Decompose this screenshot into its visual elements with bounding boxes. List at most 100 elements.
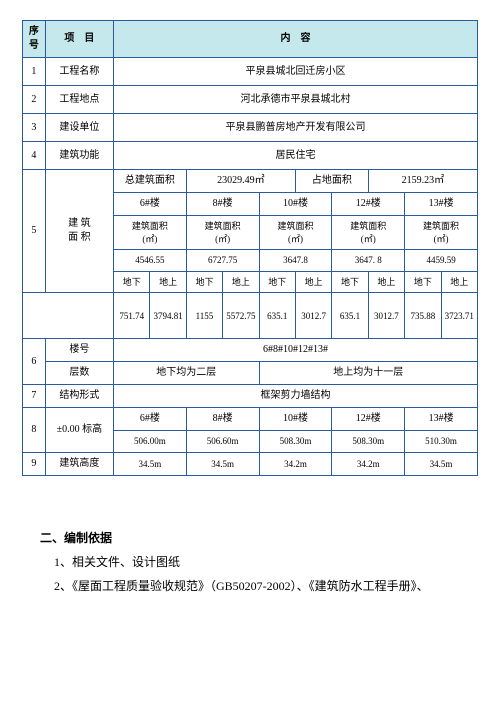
ag-val-12: 3012.7 xyxy=(368,293,404,339)
bldg-8: 8#楼 xyxy=(186,193,259,216)
total-area-label: 总建筑面积 xyxy=(114,170,187,193)
ug-val-12: 635.1 xyxy=(332,293,368,339)
table-header: 序号 项 目 内 容 xyxy=(23,21,478,58)
header-content: 内 容 xyxy=(114,21,478,58)
floor-count-label: 层数 xyxy=(45,362,113,385)
area-label-12: 建筑面积 (㎡) xyxy=(332,216,405,250)
row-ug-ag-values: 751.74 3794.81 1155 5572.75 635.1 3012.7… xyxy=(23,293,478,339)
row-function: 4 建筑功能 居民住宅 xyxy=(23,142,478,170)
floor-ug-desc: 地下均为二层 xyxy=(114,362,260,385)
seq-3: 3 xyxy=(23,114,46,142)
ag-val-10: 3012.7 xyxy=(295,293,331,339)
area-8: 6727.75 xyxy=(186,250,259,272)
seq-9: 9 xyxy=(23,452,46,475)
footer-line1: 1、相关文件、设计图纸 xyxy=(40,550,478,574)
floor-ag-desc: 地上均为十一层 xyxy=(259,362,477,385)
row-elev-bldgs: 8 ±0.00 标高 6#楼 8#楼 10#楼 12#楼 13#楼 xyxy=(23,408,478,431)
ug-val-10: 635.1 xyxy=(259,293,295,339)
floor-num-value: 6#8#10#12#13# xyxy=(114,339,478,362)
footer-section: 二、编制依据 1、相关文件、设计图纸 2、《屋面工程质量验收规范》（GB5020… xyxy=(22,526,478,598)
row-builder: 3 建设单位 平泉县鹏普房地产开发有限公司 xyxy=(23,114,478,142)
bldg-6: 6#楼 xyxy=(114,193,187,216)
row-floor-num: 6 楼号 6#8#10#12#13# xyxy=(23,339,478,362)
seq-1: 1 xyxy=(23,58,46,86)
ag-val-8: 5572.75 xyxy=(223,293,259,339)
seq-5: 5 xyxy=(23,170,46,293)
ag-val-13: 3723.71 xyxy=(441,293,477,339)
header-seq: 序号 xyxy=(23,21,46,58)
footer-line2: 2、《屋面工程质量验收规范》（GB50207-2002）、《建筑防水工程手册》、 xyxy=(40,574,478,598)
elev-6: 506.00m xyxy=(114,431,187,453)
item-7: 结构形式 xyxy=(45,385,113,408)
bldg-10: 10#楼 xyxy=(259,193,332,216)
row-project-name: 1 工程名称 平泉县城北回迁房小区 xyxy=(23,58,478,86)
spec-table: 序号 项 目 内 容 1 工程名称 平泉县城北回迁房小区 2 工程地点 河北承德… xyxy=(22,20,478,476)
area-label-8: 建筑面积 (㎡) xyxy=(186,216,259,250)
elev-12: 508.30m xyxy=(332,431,405,453)
row-area-total: 5 建 筑 面 积 总建筑面积 23029.49㎡ 占地面积 2159.23㎡ xyxy=(23,170,478,193)
header-item: 项 目 xyxy=(45,21,113,58)
ag-10: 地上 xyxy=(295,271,331,293)
elev-bldg-6: 6#楼 xyxy=(114,408,187,431)
seq-2: 2 xyxy=(23,86,46,114)
height-12: 34.2m xyxy=(332,452,405,475)
row-structure: 7 结构形式 框架剪力墙结构 xyxy=(23,385,478,408)
ug-13: 地下 xyxy=(405,271,441,293)
ag-val-6: 3794.81 xyxy=(150,293,186,339)
ug-val-13: 735.88 xyxy=(405,293,441,339)
content-2: 河北承德市平泉县城北村 xyxy=(114,86,478,114)
content-3: 平泉县鹏普房地产开发有限公司 xyxy=(114,114,478,142)
footer-title: 二、编制依据 xyxy=(40,526,478,550)
ag-12: 地上 xyxy=(368,271,404,293)
height-13: 34.5m xyxy=(405,452,478,475)
ug-10: 地下 xyxy=(259,271,295,293)
area-label-13: 建筑面积 (㎡) xyxy=(405,216,478,250)
item-3: 建设单位 xyxy=(45,114,113,142)
content-7: 框架剪力墙结构 xyxy=(114,385,478,408)
item-8: ±0.00 标高 xyxy=(45,408,113,453)
seq-6: 6 xyxy=(23,339,46,385)
elev-bldg-12: 12#楼 xyxy=(332,408,405,431)
item-2: 工程地点 xyxy=(45,86,113,114)
elev-bldg-8: 8#楼 xyxy=(186,408,259,431)
item-1: 工程名称 xyxy=(45,58,113,86)
height-6: 34.5m xyxy=(114,452,187,475)
elev-bldg-13: 13#楼 xyxy=(405,408,478,431)
ag-6: 地上 xyxy=(150,271,186,293)
area-label-10: 建筑面积 (㎡) xyxy=(259,216,332,250)
total-area-value: 23029.49㎡ xyxy=(186,170,295,193)
row-location: 2 工程地点 河北承德市平泉县城北村 xyxy=(23,86,478,114)
ug-val-6: 751.74 xyxy=(114,293,150,339)
item-5: 建 筑 面 积 xyxy=(45,170,113,293)
ug-val-8: 1155 xyxy=(186,293,222,339)
ag-13: 地上 xyxy=(441,271,477,293)
row-floor-count: 层数 地下均为二层 地上均为十一层 xyxy=(23,362,478,385)
seq-8: 8 xyxy=(23,408,46,453)
height-8: 34.5m xyxy=(186,452,259,475)
content-4: 居民住宅 xyxy=(114,142,478,170)
height-10: 34.2m xyxy=(259,452,332,475)
ug-6: 地下 xyxy=(114,271,150,293)
ug-8: 地下 xyxy=(186,271,222,293)
area-13: 4459.59 xyxy=(405,250,478,272)
area-label-6: 建筑面积 (㎡) xyxy=(114,216,187,250)
elev-10: 508.30m xyxy=(259,431,332,453)
area-6: 4546.55 xyxy=(114,250,187,272)
bldg-12: 12#楼 xyxy=(332,193,405,216)
elev-bldg-10: 10#楼 xyxy=(259,408,332,431)
ag-8: 地上 xyxy=(223,271,259,293)
seq-4: 4 xyxy=(23,142,46,170)
elev-8: 506.60m xyxy=(186,431,259,453)
occupy-value: 2159.23㎡ xyxy=(368,170,477,193)
floor-num-label: 楼号 xyxy=(45,339,113,362)
seq-7: 7 xyxy=(23,385,46,408)
item-9: 建筑高度 xyxy=(45,452,113,475)
bldg-13: 13#楼 xyxy=(405,193,478,216)
area-12: 3647. 8 xyxy=(332,250,405,272)
elev-13: 510.30m xyxy=(405,431,478,453)
row-height: 9 建筑高度 34.5m 34.5m 34.2m 34.2m 34.5m xyxy=(23,452,478,475)
content-1: 平泉县城北回迁房小区 xyxy=(114,58,478,86)
ug-12: 地下 xyxy=(332,271,368,293)
occupy-label: 占地面积 xyxy=(295,170,368,193)
area-10: 3647.8 xyxy=(259,250,332,272)
